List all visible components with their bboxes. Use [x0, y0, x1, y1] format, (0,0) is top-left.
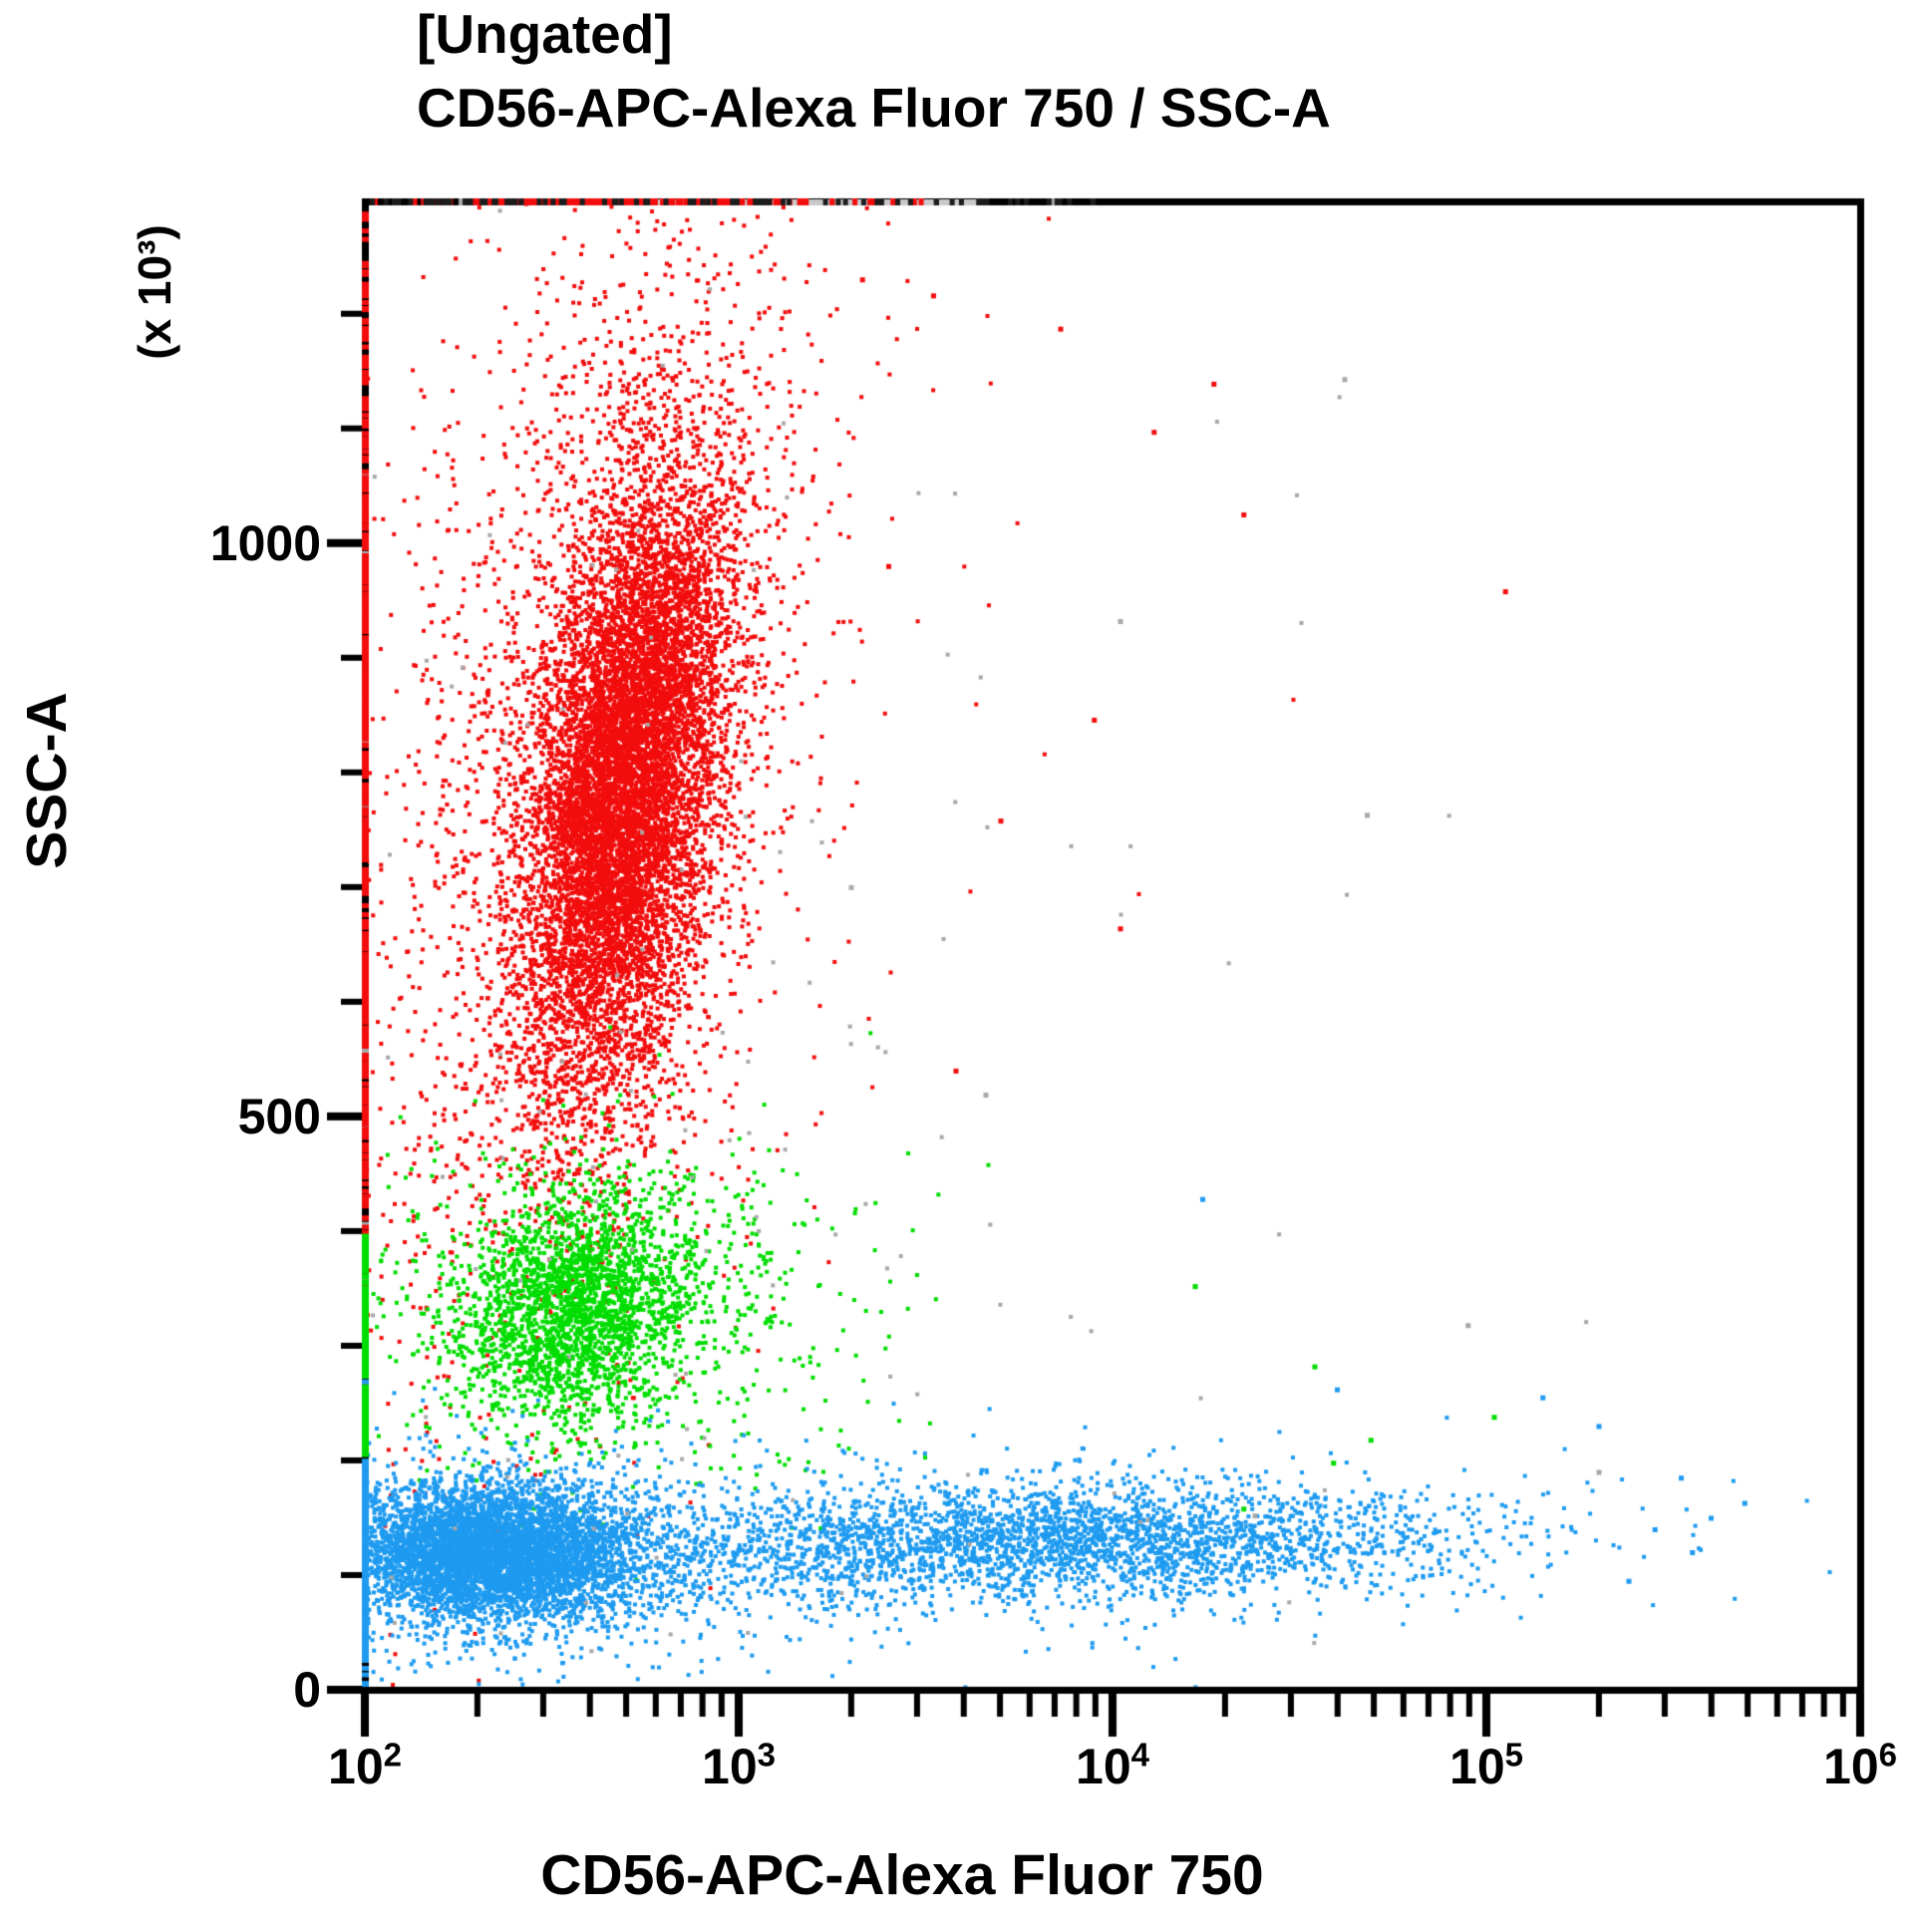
y-tick-label-1000: 1000	[209, 514, 321, 571]
x-tick-label-10e6: 106	[1823, 1736, 1897, 1794]
x-axis-title: CD56-APC-Alexa Fluor 750	[540, 1843, 1264, 1907]
x-tick-label-10e3: 103	[702, 1736, 776, 1794]
y-tick-label-500: 500	[237, 1088, 321, 1144]
plot-parameters-title: CD56-APC-Alexa Fluor 750 / SSC-A	[417, 77, 1331, 139]
y-axis-title: SSC-A	[15, 692, 79, 869]
x-tick-label-10e5: 105	[1449, 1736, 1523, 1794]
x-tick-label-10e2: 102	[328, 1736, 402, 1794]
plot-gate-title: [Ungated]	[417, 3, 673, 65]
y-tick-label-0: 0	[293, 1662, 321, 1718]
y-axis-unit-multiplier: (x 10³)	[129, 224, 180, 360]
x-tick-label-10e4: 104	[1076, 1736, 1149, 1794]
